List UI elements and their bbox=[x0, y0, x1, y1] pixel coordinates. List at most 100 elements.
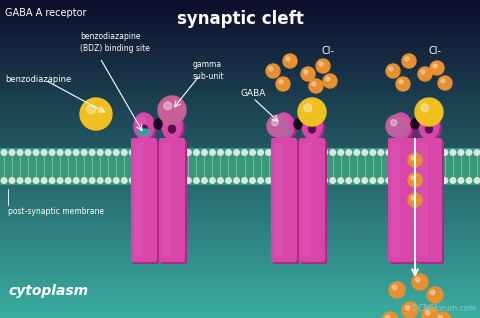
Circle shape bbox=[323, 74, 336, 88]
Circle shape bbox=[415, 277, 419, 282]
Circle shape bbox=[280, 177, 288, 184]
Ellipse shape bbox=[164, 117, 174, 125]
FancyBboxPatch shape bbox=[300, 140, 326, 264]
Text: gamma
sub-unit: gamma sub-unit bbox=[192, 60, 224, 81]
Circle shape bbox=[153, 177, 159, 184]
Ellipse shape bbox=[164, 115, 184, 141]
Circle shape bbox=[157, 96, 186, 124]
Circle shape bbox=[420, 104, 428, 112]
FancyBboxPatch shape bbox=[162, 143, 171, 257]
FancyBboxPatch shape bbox=[390, 143, 399, 257]
Ellipse shape bbox=[390, 113, 410, 139]
Circle shape bbox=[411, 274, 427, 290]
Ellipse shape bbox=[303, 117, 313, 125]
Ellipse shape bbox=[394, 129, 406, 135]
Circle shape bbox=[410, 176, 414, 180]
FancyBboxPatch shape bbox=[159, 138, 185, 262]
Circle shape bbox=[381, 312, 397, 318]
Circle shape bbox=[385, 64, 399, 78]
Circle shape bbox=[144, 149, 152, 156]
Circle shape bbox=[40, 149, 48, 156]
Circle shape bbox=[392, 285, 396, 290]
Circle shape bbox=[384, 315, 389, 318]
Circle shape bbox=[72, 149, 80, 156]
Circle shape bbox=[407, 173, 421, 187]
Circle shape bbox=[57, 177, 63, 184]
Circle shape bbox=[448, 149, 456, 156]
Circle shape bbox=[441, 149, 447, 156]
Circle shape bbox=[264, 149, 272, 156]
Circle shape bbox=[16, 177, 24, 184]
Circle shape bbox=[33, 177, 39, 184]
Ellipse shape bbox=[274, 113, 293, 139]
Circle shape bbox=[390, 120, 396, 126]
Circle shape bbox=[421, 307, 437, 318]
Circle shape bbox=[360, 149, 368, 156]
Ellipse shape bbox=[136, 115, 156, 141]
Circle shape bbox=[376, 177, 384, 184]
Text: ©CNSforum.com: ©CNSforum.com bbox=[410, 304, 475, 313]
Circle shape bbox=[120, 177, 128, 184]
Ellipse shape bbox=[418, 113, 438, 139]
Circle shape bbox=[40, 177, 48, 184]
Circle shape bbox=[385, 115, 407, 137]
Circle shape bbox=[160, 149, 168, 156]
Circle shape bbox=[336, 177, 344, 184]
Circle shape bbox=[401, 302, 417, 318]
Circle shape bbox=[48, 177, 56, 184]
Circle shape bbox=[192, 149, 200, 156]
Ellipse shape bbox=[276, 115, 295, 141]
FancyBboxPatch shape bbox=[387, 138, 413, 262]
Text: Cl-: Cl- bbox=[428, 46, 441, 56]
Circle shape bbox=[105, 149, 111, 156]
Circle shape bbox=[410, 196, 414, 200]
Circle shape bbox=[308, 79, 323, 93]
Circle shape bbox=[408, 149, 416, 156]
Circle shape bbox=[328, 177, 336, 184]
Circle shape bbox=[384, 177, 392, 184]
Ellipse shape bbox=[392, 115, 412, 141]
Circle shape bbox=[432, 177, 440, 184]
Circle shape bbox=[136, 149, 144, 156]
Circle shape bbox=[456, 149, 464, 156]
Circle shape bbox=[201, 149, 207, 156]
Circle shape bbox=[465, 149, 471, 156]
Circle shape bbox=[177, 177, 183, 184]
Circle shape bbox=[376, 149, 384, 156]
Circle shape bbox=[456, 177, 464, 184]
Circle shape bbox=[448, 177, 456, 184]
Circle shape bbox=[249, 177, 255, 184]
Circle shape bbox=[420, 70, 424, 74]
Circle shape bbox=[417, 149, 423, 156]
Circle shape bbox=[256, 177, 264, 184]
Circle shape bbox=[352, 149, 360, 156]
FancyBboxPatch shape bbox=[415, 138, 441, 262]
Circle shape bbox=[96, 177, 104, 184]
FancyBboxPatch shape bbox=[417, 140, 443, 264]
Circle shape bbox=[297, 149, 303, 156]
Text: benzodiazapine
(BDZ) binding site: benzodiazapine (BDZ) binding site bbox=[80, 32, 150, 53]
Ellipse shape bbox=[162, 113, 181, 139]
Circle shape bbox=[472, 149, 480, 156]
Circle shape bbox=[395, 77, 409, 91]
Text: cytoplasm: cytoplasm bbox=[8, 284, 88, 298]
Circle shape bbox=[304, 149, 312, 156]
Circle shape bbox=[0, 149, 8, 156]
Circle shape bbox=[266, 115, 288, 137]
Ellipse shape bbox=[138, 129, 150, 135]
Circle shape bbox=[400, 149, 408, 156]
Circle shape bbox=[407, 153, 421, 167]
Text: synaptic cleft: synaptic cleft bbox=[177, 10, 303, 28]
Circle shape bbox=[410, 156, 414, 160]
Circle shape bbox=[321, 149, 327, 156]
Ellipse shape bbox=[154, 119, 162, 129]
Circle shape bbox=[0, 177, 8, 184]
Circle shape bbox=[417, 67, 431, 81]
Ellipse shape bbox=[276, 117, 286, 125]
Circle shape bbox=[312, 177, 320, 184]
Circle shape bbox=[328, 149, 336, 156]
Circle shape bbox=[465, 177, 471, 184]
FancyBboxPatch shape bbox=[301, 143, 311, 257]
Circle shape bbox=[434, 312, 450, 318]
Circle shape bbox=[240, 177, 248, 184]
